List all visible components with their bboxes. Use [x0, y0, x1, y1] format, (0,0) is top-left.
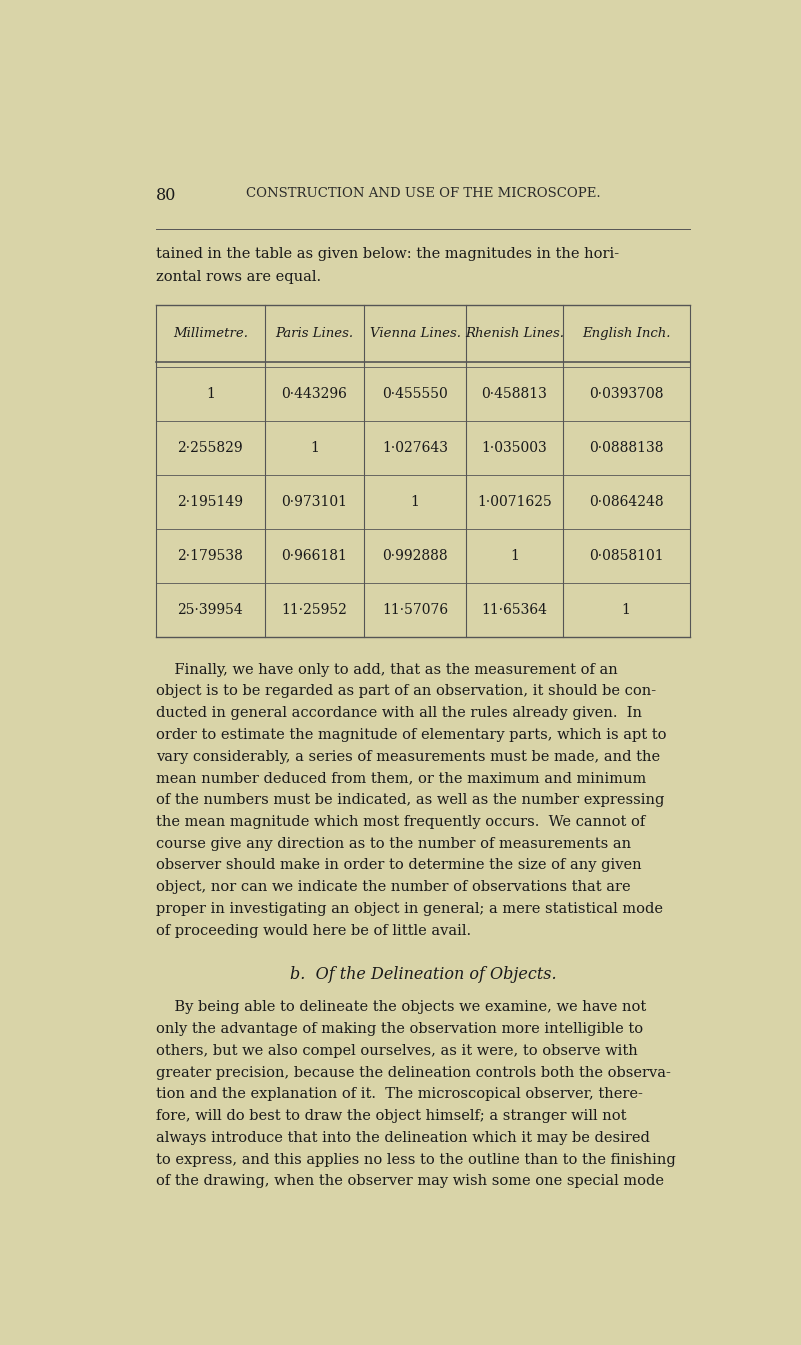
Text: 0·966181: 0·966181 [281, 549, 347, 564]
Text: 80: 80 [156, 187, 176, 204]
Text: By being able to delineate the objects we examine, we have not: By being able to delineate the objects w… [156, 1001, 646, 1014]
Text: 1: 1 [206, 387, 215, 401]
Text: 0·458813: 0·458813 [481, 387, 547, 401]
Text: Rhenish Lines.: Rhenish Lines. [465, 327, 564, 340]
Text: 0·443296: 0·443296 [281, 387, 347, 401]
Text: 25·39954: 25·39954 [178, 603, 244, 617]
Text: the mean magnitude which most frequently occurs.  We cannot of: the mean magnitude which most frequently… [156, 815, 646, 829]
Text: tained in the table as given below: the magnitudes in the hori-: tained in the table as given below: the … [156, 247, 619, 261]
Text: English Inch.: English Inch. [582, 327, 670, 340]
Text: only the advantage of making the observation more intelligible to: only the advantage of making the observa… [156, 1022, 643, 1036]
Text: 1: 1 [411, 495, 420, 510]
Text: of proceeding would here be of little avail.: of proceeding would here be of little av… [156, 924, 471, 937]
Text: 0·0858101: 0·0858101 [589, 549, 663, 564]
Text: mean number deduced from them, or the maximum and minimum: mean number deduced from them, or the ma… [156, 772, 646, 785]
Text: ducted in general accordance with all the rules already given.  In: ducted in general accordance with all th… [156, 706, 642, 720]
Text: order to estimate the magnitude of elementary parts, which is apt to: order to estimate the magnitude of eleme… [156, 728, 666, 742]
Text: others, but we also compel ourselves, as it were, to observe with: others, but we also compel ourselves, as… [156, 1044, 638, 1057]
Text: 0·0393708: 0·0393708 [589, 387, 663, 401]
Text: 2·179538: 2·179538 [177, 549, 244, 564]
Text: of the drawing, when the observer may wish some one special mode: of the drawing, when the observer may wi… [156, 1174, 664, 1188]
Text: 1·035003: 1·035003 [481, 441, 547, 455]
Text: 1·027643: 1·027643 [382, 441, 449, 455]
Text: Vienna Lines.: Vienna Lines. [370, 327, 461, 340]
Text: 1: 1 [622, 603, 630, 617]
Text: 0·0864248: 0·0864248 [589, 495, 663, 510]
Text: 0·0888138: 0·0888138 [589, 441, 663, 455]
Text: 0·455550: 0·455550 [382, 387, 448, 401]
Text: 0·973101: 0·973101 [281, 495, 348, 510]
Text: to express, and this applies no less to the outline than to the finishing: to express, and this applies no less to … [156, 1153, 676, 1166]
Text: Finally, we have only to add, that as the measurement of an: Finally, we have only to add, that as th… [156, 663, 618, 677]
Text: 2·255829: 2·255829 [178, 441, 244, 455]
Text: object is to be regarded as part of an observation, it should be con-: object is to be regarded as part of an o… [156, 685, 656, 698]
Text: 1: 1 [310, 441, 319, 455]
Text: course give any direction as to the number of measurements an: course give any direction as to the numb… [156, 837, 631, 850]
Text: 11·65364: 11·65364 [481, 603, 548, 617]
Text: 11·57076: 11·57076 [382, 603, 449, 617]
Text: proper in investigating an object in general; a mere statistical mode: proper in investigating an object in gen… [156, 902, 663, 916]
Text: fore, will do best to draw the object himself; a stranger will not: fore, will do best to draw the object hi… [156, 1110, 626, 1123]
Text: b.  Of the Delineation of Objects.: b. Of the Delineation of Objects. [290, 966, 556, 983]
Text: 2·195149: 2·195149 [177, 495, 244, 510]
Text: Paris Lines.: Paris Lines. [276, 327, 353, 340]
Text: 1·0071625: 1·0071625 [477, 495, 552, 510]
Text: 0·992888: 0·992888 [382, 549, 448, 564]
Text: tion and the explanation of it.  The microscopical observer, there-: tion and the explanation of it. The micr… [156, 1087, 643, 1102]
Text: 1: 1 [510, 549, 519, 564]
Text: object, nor can we indicate the number of observations that are: object, nor can we indicate the number o… [156, 880, 630, 894]
Text: 11·25952: 11·25952 [281, 603, 347, 617]
Text: of the numbers must be indicated, as well as the number expressing: of the numbers must be indicated, as wel… [156, 794, 664, 807]
Text: greater precision, because the delineation controls both the observa-: greater precision, because the delineati… [156, 1065, 671, 1080]
Text: always introduce that into the delineation which it may be desired: always introduce that into the delineati… [156, 1131, 650, 1145]
Text: observer should make in order to determine the size of any given: observer should make in order to determi… [156, 858, 642, 873]
Text: CONSTRUCTION AND USE OF THE MICROSCOPE.: CONSTRUCTION AND USE OF THE MICROSCOPE. [246, 187, 600, 200]
Text: zontal rows are equal.: zontal rows are equal. [156, 270, 321, 284]
Text: vary considerably, a series of measurements must be made, and the: vary considerably, a series of measureme… [156, 749, 660, 764]
Text: Millimetre.: Millimetre. [173, 327, 248, 340]
